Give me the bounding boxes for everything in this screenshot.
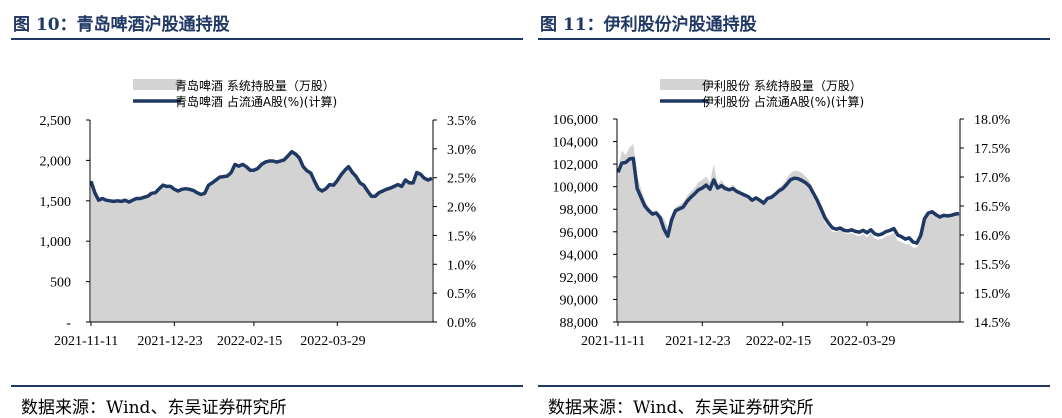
right-axis-tick-label: 17.0% bbox=[974, 171, 1011, 186]
right-axis-tick-label: 1.0% bbox=[447, 258, 477, 273]
left-axis-tick-label: 2,500 bbox=[40, 114, 72, 129]
right-axis-tick-label: 16.5% bbox=[974, 200, 1011, 215]
left-axis-tick-label: 92,000 bbox=[560, 271, 599, 286]
x-axis-tick-label: 2022-03-29 bbox=[300, 334, 365, 349]
right-axis-tick-label: 2.5% bbox=[447, 172, 477, 187]
x-axis-tick-label: 2022-02-15 bbox=[217, 334, 282, 349]
x-axis-tick-label: 2021-12-23 bbox=[665, 334, 730, 349]
right-axis-tick-label: 0.5% bbox=[447, 287, 477, 302]
legend-label-area: 伊利股份 系统持股量（万股） bbox=[702, 78, 862, 93]
legend-label-line: 伊利股份 占流通A股(%)(计算) bbox=[702, 94, 864, 109]
series-area-holdings bbox=[91, 151, 432, 322]
left-axis-tick-label: 2,000 bbox=[40, 154, 72, 169]
right-axis-tick-label: 3.0% bbox=[447, 143, 477, 158]
series-line-pct bbox=[89, 149, 433, 204]
left-axis-tick-label: 106,000 bbox=[553, 113, 599, 128]
chart-svg: 88,000 90,000 92,000 94,000 96,000 98,000 100,… bbox=[553, 78, 1011, 349]
source-note: 数据来源：Wind、东吴证券研究所 bbox=[21, 398, 287, 418]
left-axis-tick-label: 90,000 bbox=[560, 293, 599, 308]
footer-divider bbox=[538, 385, 1050, 387]
x-axis-tick-label: 2021-11-11 bbox=[54, 334, 118, 349]
x-axis-tick-label: 2022-03-29 bbox=[830, 334, 895, 349]
chart-panel-qingdao-beer: 图 10：青岛啤酒沪股通持股 - 500 1,000 1,500 2,000 2,500 0… bbox=[11, 0, 523, 418]
x-axis-tick-label: 2021-11-11 bbox=[581, 334, 645, 349]
right-axis-tick-label: 14.5% bbox=[974, 316, 1011, 331]
left-axis-tick-label: 100,000 bbox=[553, 181, 599, 196]
legend-label-line: 青岛啤酒 占流通A股(%)(计算) bbox=[175, 94, 337, 109]
right-axis-tick-label: 16.0% bbox=[974, 229, 1011, 244]
left-axis-tick-label: 98,000 bbox=[560, 203, 599, 218]
right-axis-tick-label: 0.0% bbox=[447, 316, 477, 331]
right-axis-tick-label: 3.5% bbox=[447, 114, 477, 129]
right-axis-tick-label: 2.0% bbox=[447, 201, 477, 216]
left-axis-tick-label: 102,000 bbox=[553, 158, 599, 173]
chart-panel-yili: 图 11：伊利股份沪股通持股 88,000 90,000 92,000 94,000 9… bbox=[538, 0, 1050, 418]
x-axis-tick-label: 2022-02-15 bbox=[746, 334, 811, 349]
chart-title: 图 10：青岛啤酒沪股通持股 bbox=[13, 15, 230, 35]
legend-swatch-area bbox=[660, 79, 708, 90]
legend-label-area: 青岛啤酒 系统持股量（万股） bbox=[175, 78, 335, 93]
right-axis-tick-label: 18.0% bbox=[974, 113, 1011, 128]
left-axis-tick-label: 1,000 bbox=[40, 235, 72, 250]
series-line-pct bbox=[616, 156, 960, 245]
source-note: 数据来源：Wind、东吴证券研究所 bbox=[548, 398, 814, 418]
legend-swatch-area bbox=[133, 79, 181, 90]
footer-divider bbox=[11, 385, 523, 387]
right-axis-tick-label: 17.5% bbox=[974, 142, 1011, 157]
right-axis-tick-label: 1.5% bbox=[447, 229, 477, 244]
title-divider bbox=[538, 38, 1050, 40]
left-axis-tick-label: 96,000 bbox=[560, 226, 599, 241]
left-axis-tick-label: 1,500 bbox=[40, 195, 72, 210]
left-axis-tick-label: 500 bbox=[50, 276, 71, 291]
x-axis-tick-label: 2021-12-23 bbox=[137, 334, 202, 349]
title-divider bbox=[11, 38, 523, 40]
left-axis-tick-label: 88,000 bbox=[560, 316, 599, 331]
right-axis-tick-label: 15.0% bbox=[974, 287, 1011, 302]
right-axis-tick-label: 15.5% bbox=[974, 258, 1011, 273]
left-axis-tick-label: - bbox=[66, 316, 71, 331]
left-axis-tick-label: 94,000 bbox=[560, 248, 599, 263]
chart-svg: - 500 1,000 1,500 2,000 2,500 0.0% 0.5% 1.0% 1.5%… bbox=[40, 78, 477, 349]
chart-title: 图 11：伊利股份沪股通持股 bbox=[540, 15, 757, 35]
left-axis-tick-label: 104,000 bbox=[553, 136, 599, 151]
